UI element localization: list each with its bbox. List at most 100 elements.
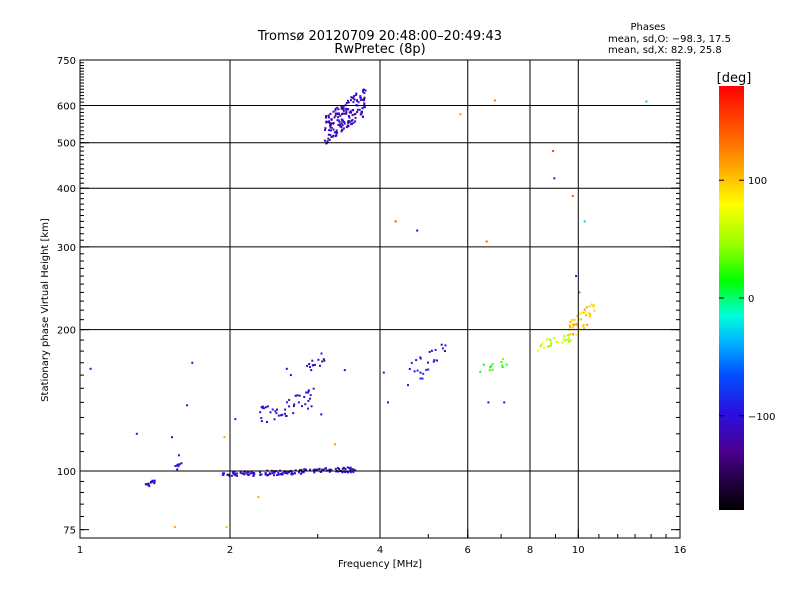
- cluster-1-point-143: [313, 471, 316, 474]
- data-point-3: [178, 454, 180, 457]
- cluster-0-point-28: [344, 107, 347, 110]
- cluster-1-point-75: [341, 467, 344, 470]
- cluster-8-point-21: [553, 337, 556, 340]
- cluster-0-point-16: [348, 111, 351, 114]
- cluster-9-point-15: [582, 311, 585, 314]
- cluster-9-point-26: [593, 309, 596, 312]
- cluster-6-point-21: [427, 361, 429, 364]
- cluster-0-point-5: [330, 129, 332, 132]
- cluster-1-point-26: [344, 471, 347, 474]
- cluster-0-point-159: [329, 133, 332, 136]
- cluster-0-point-145: [342, 109, 345, 112]
- data-point-14: [320, 413, 323, 416]
- cluster-1-point-2: [264, 472, 267, 474]
- cluster-0-point-153: [341, 129, 344, 131]
- cluster-0-point-95: [345, 112, 348, 115]
- cluster-0-point-166: [337, 116, 340, 119]
- cluster-0-point-144: [345, 126, 348, 129]
- cluster-6-point-13: [433, 359, 436, 362]
- data-point-4: [186, 404, 189, 407]
- y-tick-label-7: 750: [57, 56, 76, 67]
- cluster-0-point-163: [353, 95, 356, 97]
- data-point-1: [135, 432, 138, 435]
- stats-line-o: mean, sd,O: −98.3, 17.5: [608, 34, 731, 45]
- cluster-1-point-140: [233, 470, 236, 473]
- cluster-8-point-3: [539, 345, 542, 348]
- cluster-2-point-39: [285, 415, 288, 417]
- cluster-2-point-2: [269, 411, 272, 414]
- cluster-0-point-168: [341, 120, 344, 123]
- cluster-6-point-6: [430, 349, 433, 352]
- cluster-9-point-37: [569, 320, 572, 323]
- cluster-4-point-7: [151, 479, 154, 482]
- cluster-6-point-0: [444, 344, 447, 347]
- cluster-0-point-103: [355, 94, 358, 96]
- cluster-6-point-1: [419, 371, 422, 374]
- cluster-8-point-16: [568, 339, 571, 342]
- cluster-1-point-147: [283, 470, 286, 473]
- cluster-2-point-20: [275, 412, 278, 415]
- cluster-0-point-91: [342, 106, 345, 109]
- cluster-0-point-60: [359, 99, 362, 102]
- cluster-1-point-25: [317, 468, 320, 471]
- cluster-1-point-62: [315, 468, 318, 471]
- cluster-1-point-68: [259, 474, 262, 476]
- cluster-1-point-86: [342, 470, 345, 473]
- cluster-9-point-19: [588, 305, 591, 308]
- cluster-8-point-17: [557, 341, 559, 344]
- cluster-7-point-2: [501, 366, 504, 368]
- plot-points: [89, 88, 648, 528]
- cluster-6-point-7: [436, 359, 438, 362]
- cluster-9-point-38: [589, 315, 592, 318]
- data-point-9: [225, 526, 228, 528]
- data-point-6: [173, 526, 176, 528]
- cluster-4-point-5: [148, 485, 151, 488]
- cluster-6-point-2: [427, 368, 430, 371]
- cluster-1-point-87: [348, 467, 351, 469]
- cluster-9-point-27: [589, 313, 592, 315]
- chart-title: Tromsø 20120709 20:48:00–20:49:43: [257, 29, 502, 44]
- cluster-9-point-16: [568, 324, 571, 327]
- cluster-2-point-27: [309, 394, 312, 397]
- colorbar-label: [deg]: [717, 71, 752, 86]
- cluster-6-point-19: [419, 356, 422, 359]
- cluster-1-point-10: [234, 473, 237, 476]
- cluster-0-point-119: [341, 119, 344, 122]
- cluster-0-point-124: [328, 122, 331, 125]
- x-axis-label: Frequency [MHz]: [338, 559, 422, 570]
- cluster-0-point-96: [343, 112, 346, 115]
- cluster-1-point-107: [322, 469, 325, 472]
- cluster-2-point-16: [296, 394, 299, 397]
- cluster-0-point-106: [337, 119, 340, 122]
- cluster-8-point-27: [546, 345, 549, 348]
- cluster-2-point-22: [260, 420, 263, 423]
- y-tick-label-2: 200: [57, 326, 76, 337]
- cluster-6-point-3: [443, 350, 446, 352]
- cluster-0-point-158: [327, 114, 330, 117]
- cluster-2-point-41: [266, 405, 269, 408]
- cluster-8-point-10: [550, 344, 553, 347]
- cluster-1-point-79: [300, 469, 303, 472]
- colorbar-tick-label-1: 0: [748, 294, 754, 305]
- cluster-1-point-63: [241, 472, 244, 475]
- cluster-0-point-37: [351, 114, 354, 117]
- data-point-7: [223, 436, 226, 439]
- cluster-0-point-142: [363, 92, 366, 94]
- cluster-3-point-13: [317, 358, 320, 361]
- cluster-0-point-131: [335, 129, 338, 132]
- stats-line-x: mean, sd,X: 82.9, 25.8: [608, 45, 722, 56]
- cluster-0-point-85: [356, 108, 359, 111]
- x-tick-label-1: 2: [227, 545, 233, 556]
- cluster-1-point-136: [302, 471, 305, 474]
- cluster-7-point-11: [501, 358, 504, 360]
- cluster-0-point-54: [327, 137, 330, 140]
- cluster-7-point-10: [505, 363, 508, 366]
- cluster-1-point-131: [323, 467, 326, 470]
- y-axis: 75 100 200 300 400 500 600 750: [57, 56, 680, 537]
- cluster-0-point-155: [328, 129, 331, 132]
- cluster-0-point-139: [347, 101, 350, 104]
- cluster-0-point-149: [334, 135, 337, 138]
- cluster-2-point-30: [307, 390, 310, 393]
- cluster-0-point-43: [324, 116, 327, 119]
- cluster-2-point-44: [288, 399, 291, 401]
